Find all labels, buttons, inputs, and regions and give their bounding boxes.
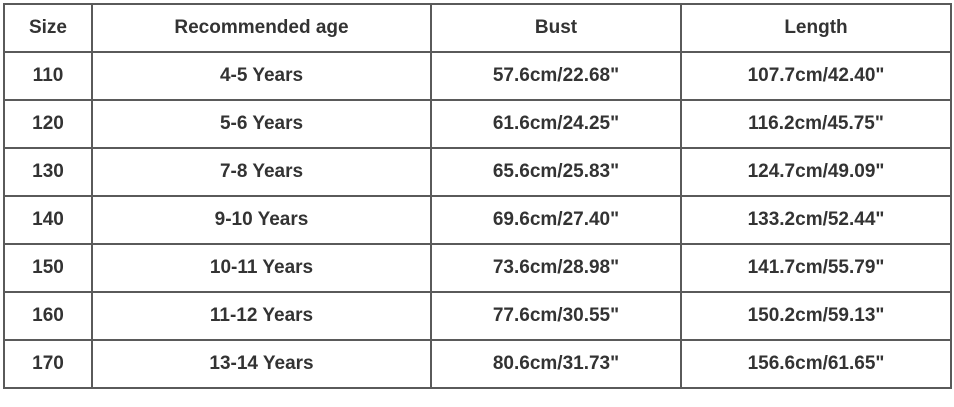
- header-recommended-age: Recommended age: [91, 3, 432, 53]
- length-cell: 107.7cm/42.40": [680, 51, 952, 101]
- length-cell: 116.2cm/45.75": [680, 99, 952, 149]
- length-cell: 124.7cm/49.09": [680, 147, 952, 197]
- header-row: Size Recommended age Bust Length: [3, 3, 952, 53]
- size-cell: 160: [3, 291, 93, 341]
- length-cell: 150.2cm/59.13": [680, 291, 952, 341]
- size-chart-table: Size Recommended age Bust Length 110 4-5 …: [3, 3, 952, 389]
- age-cell: 9-10 Years: [91, 195, 432, 245]
- table-row: 170 13-14 Years 80.6cm/31.73" 156.6cm/61.65…: [3, 339, 952, 389]
- age-cell: 4-5 Years: [91, 51, 432, 101]
- header-bust: Bust: [430, 3, 682, 53]
- bust-cell: 80.6cm/31.73": [430, 339, 682, 389]
- bust-cell: 65.6cm/25.83": [430, 147, 682, 197]
- header-size: Size: [3, 3, 93, 53]
- header-length: Length: [680, 3, 952, 53]
- bust-cell: 77.6cm/30.55": [430, 291, 682, 341]
- size-cell: 150: [3, 243, 93, 293]
- length-cell: 156.6cm/61.65": [680, 339, 952, 389]
- age-cell: 5-6 Years: [91, 99, 432, 149]
- length-cell: 141.7cm/55.79": [680, 243, 952, 293]
- age-cell: 11-12 Years: [91, 291, 432, 341]
- table-row: 140 9-10 Years 69.6cm/27.40" 133.2cm/52.44": [3, 195, 952, 245]
- length-cell: 133.2cm/52.44": [680, 195, 952, 245]
- table-row: 150 10-11 Years 73.6cm/28.98" 141.7cm/55.79…: [3, 243, 952, 293]
- size-cell: 130: [3, 147, 93, 197]
- table-row: 110 4-5 Years 57.6cm/22.68" 107.7cm/42.40": [3, 51, 952, 101]
- age-cell: 13-14 Years: [91, 339, 432, 389]
- bust-cell: 73.6cm/28.98": [430, 243, 682, 293]
- table-row: 120 5-6 Years 61.6cm/24.25" 116.2cm/45.75": [3, 99, 952, 149]
- size-cell: 110: [3, 51, 93, 101]
- size-cell: 170: [3, 339, 93, 389]
- bust-cell: 69.6cm/27.40": [430, 195, 682, 245]
- age-cell: 7-8 Years: [91, 147, 432, 197]
- bust-cell: 61.6cm/24.25": [430, 99, 682, 149]
- size-cell: 140: [3, 195, 93, 245]
- table-row: 160 11-12 Years 77.6cm/30.55" 150.2cm/59.13…: [3, 291, 952, 341]
- bust-cell: 57.6cm/22.68": [430, 51, 682, 101]
- age-cell: 10-11 Years: [91, 243, 432, 293]
- table-row: 130 7-8 Years 65.6cm/25.83" 124.7cm/49.09": [3, 147, 952, 197]
- size-cell: 120: [3, 99, 93, 149]
